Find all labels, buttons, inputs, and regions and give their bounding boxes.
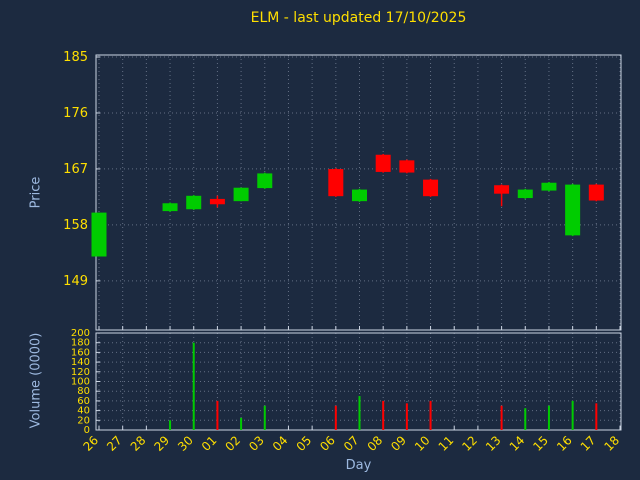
- volume-tick-label: 40: [77, 406, 90, 417]
- candle-body-up: [517, 189, 533, 199]
- price-tick-label: 185: [63, 50, 88, 65]
- x-tick-label: 12: [459, 433, 480, 454]
- volume-tick-label: 160: [71, 347, 90, 358]
- candle-body-down: [494, 185, 510, 194]
- volume-tick-label: 100: [71, 377, 90, 388]
- x-tick-label: 03: [246, 433, 267, 454]
- x-tick-label: 28: [128, 433, 149, 454]
- chart-title: ELM - last updated 17/10/2025: [250, 10, 467, 26]
- x-tick-label: 10: [412, 433, 433, 454]
- volume-bar: [240, 417, 243, 430]
- price-axis-label: Price: [28, 176, 44, 209]
- volume-bar: [429, 400, 432, 430]
- volume-bar: [358, 396, 361, 430]
- price-tick-label: 158: [63, 218, 88, 233]
- x-tick-label: 17: [578, 433, 599, 454]
- price-tick-label: 176: [63, 106, 88, 121]
- x-tick-label: 13: [483, 433, 504, 454]
- x-tick-label: 09: [388, 433, 409, 454]
- x-tick-label: 29: [151, 433, 172, 454]
- x-tick-label: 02: [223, 433, 244, 454]
- day-axis-label: Day: [345, 458, 372, 473]
- volume-bar: [216, 400, 219, 430]
- volume-bar: [547, 405, 550, 430]
- candle-body-down: [399, 160, 415, 173]
- x-tick-label: 06: [317, 433, 338, 454]
- x-tick-label: 14: [507, 433, 528, 454]
- volume-tick-label: 120: [71, 367, 90, 378]
- price-tick-label: 167: [63, 162, 88, 177]
- candle-body-up: [352, 189, 367, 202]
- x-tick-label: 05: [294, 433, 315, 454]
- candle-body-up: [162, 203, 178, 212]
- volume-axis-label: Volume (0000): [28, 332, 44, 429]
- candle-body-up: [541, 182, 557, 191]
- x-tick-label: 01: [199, 433, 220, 454]
- volume-tick-label: 20: [77, 415, 90, 426]
- volume-tick-label: 140: [71, 357, 90, 368]
- x-tick-label: 04: [270, 433, 291, 454]
- volume-bar: [524, 408, 527, 430]
- price-panel-border: [95, 54, 622, 331]
- volume-tick-label: 0: [84, 425, 90, 436]
- volume-tick-label: 60: [77, 396, 90, 407]
- volume-tick-label: 80: [77, 386, 90, 397]
- volume-bar: [334, 405, 337, 430]
- candle-body-up: [91, 212, 107, 257]
- volume-tick-label: 200: [71, 328, 90, 339]
- x-tick-label: 30: [175, 433, 196, 454]
- x-tick-label: 11: [436, 433, 457, 454]
- volume-bar: [500, 405, 503, 430]
- x-tick-label: 16: [554, 433, 575, 454]
- candle-body-down: [375, 154, 391, 172]
- volume-bar: [595, 403, 598, 430]
- price-tick-label: 149: [63, 274, 88, 289]
- candle-body-up: [233, 187, 249, 202]
- candle-body-down: [423, 179, 439, 197]
- volume-bar: [192, 342, 195, 430]
- x-tick-label: 15: [530, 433, 551, 454]
- volume-bar: [571, 400, 574, 430]
- candle-body-down: [328, 169, 344, 197]
- x-tick-label: 27: [104, 433, 125, 454]
- candle-body-down: [209, 198, 225, 205]
- volume-tick-label: 180: [71, 338, 90, 349]
- x-tick-label: 18: [601, 433, 622, 454]
- candle-body-down: [588, 184, 604, 201]
- volume-bar: [169, 420, 172, 430]
- volume-bar: [263, 405, 266, 430]
- volume-bar: [405, 403, 408, 430]
- x-tick-label: 07: [341, 433, 362, 454]
- volume-bar: [382, 400, 385, 430]
- candle-body-up: [257, 173, 273, 189]
- candle-body-up: [186, 195, 202, 210]
- x-tick-label: 08: [365, 433, 386, 454]
- candle-body-up: [565, 184, 581, 236]
- x-tick-label: 26: [80, 433, 101, 454]
